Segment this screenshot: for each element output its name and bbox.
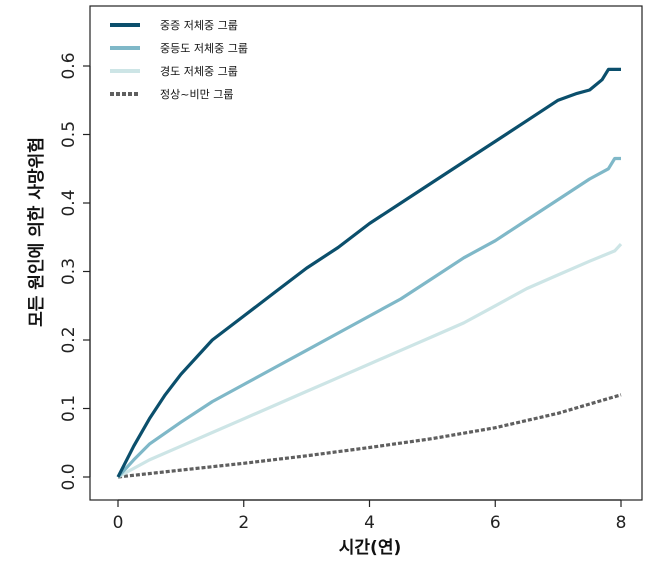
y-tick-label-5: 0.5 (59, 121, 79, 148)
y-tick-label-4: 0.4 (59, 189, 79, 216)
y-tick-label-0: 0.0 (59, 463, 79, 490)
series-line-1 (116, 156, 621, 479)
legend-label-3: 정상~비만 그룹 (160, 88, 233, 101)
y-axis-title: 모든 원인에 의한 사망위험 (26, 137, 47, 327)
legend-label-1: 중등도 저체중 그룹 (160, 42, 248, 55)
x-axis-title: 시간(연) (339, 538, 401, 558)
legend-label-0: 중증 저체중 그룹 (160, 19, 238, 32)
y-tick-label-6: 0.6 (59, 52, 79, 79)
x-tick-label-3: 6 (490, 513, 501, 533)
x-tick-label-4: 8 (616, 513, 627, 533)
y-tick-label-3: 0.3 (59, 258, 79, 285)
y-tick-label-1: 0.1 (59, 395, 79, 422)
x-tick-label-1: 2 (238, 513, 249, 533)
series-line-3 (117, 393, 622, 479)
y-tick-label-2: 0.2 (59, 326, 79, 353)
series-line-2 (117, 243, 623, 479)
series-line-0 (116, 67, 621, 478)
x-tick-label-0: 0 (113, 513, 124, 533)
x-tick-label-2: 4 (364, 513, 375, 533)
legend-label-2: 경도 저체중 그룹 (160, 65, 238, 78)
